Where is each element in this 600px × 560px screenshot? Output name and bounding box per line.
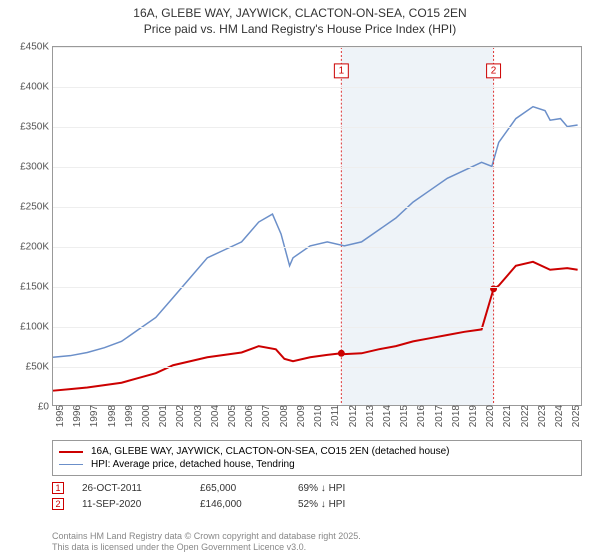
x-tick-label: 2011 (328, 405, 341, 427)
x-tick-label: 2007 (259, 405, 272, 427)
chart-title-block: 16A, GLEBE WAY, JAYWICK, CLACTON-ON-SEA,… (0, 0, 600, 39)
sale-price-2: £146,000 (200, 499, 280, 510)
sale-delta-2: 52% ↓ HPI (298, 499, 398, 510)
x-tick-label: 2018 (449, 405, 462, 427)
legend-box: 16A, GLEBE WAY, JAYWICK, CLACTON-ON-SEA,… (52, 440, 582, 476)
chart-svg: 12 (53, 47, 581, 405)
x-tick-label: 2021 (500, 405, 513, 427)
x-tick-label: 2008 (277, 405, 290, 427)
x-tick-label: 2002 (173, 405, 186, 427)
x-tick-label: 2003 (191, 405, 204, 427)
x-tick-label: 2016 (414, 405, 427, 427)
title-line-2: Price paid vs. HM Land Registry's House … (0, 22, 600, 38)
sale-row-2: 2 11-SEP-2020 £146,000 52% ↓ HPI (52, 496, 582, 512)
sale-date-2: 11-SEP-2020 (82, 499, 182, 510)
x-tick-label: 2023 (535, 405, 548, 427)
y-tick-label: £100K (20, 322, 53, 333)
x-tick-label: 1998 (105, 405, 118, 427)
sale-marker-1: 1 (52, 482, 64, 494)
y-tick-label: £0 (38, 402, 53, 413)
svg-text:1: 1 (339, 65, 345, 76)
svg-text:2: 2 (491, 65, 497, 76)
x-tick-label: 2017 (432, 405, 445, 427)
y-tick-label: £50K (26, 362, 53, 373)
x-tick-label: 2000 (139, 405, 152, 427)
x-tick-label: 2019 (466, 405, 479, 427)
y-tick-label: £450K (20, 42, 53, 53)
y-tick-label: £350K (20, 122, 53, 133)
x-tick-label: 2005 (225, 405, 238, 427)
y-tick-label: £250K (20, 202, 53, 213)
x-tick-label: 2020 (483, 405, 496, 427)
footer-line-2: This data is licensed under the Open Gov… (52, 542, 361, 554)
sale-row-1: 1 26-OCT-2011 £65,000 69% ↓ HPI (52, 480, 582, 496)
x-tick-label: 2025 (569, 405, 582, 427)
footer-line-1: Contains HM Land Registry data © Crown c… (52, 531, 361, 543)
sale-summary-block: 1 26-OCT-2011 £65,000 69% ↓ HPI 2 11-SEP… (52, 480, 582, 512)
y-tick-label: £300K (20, 162, 53, 173)
x-tick-label: 1995 (53, 405, 66, 427)
sale-price-1: £65,000 (200, 483, 280, 494)
sale-marker-2: 2 (52, 498, 64, 510)
x-tick-label: 2014 (380, 405, 393, 427)
legend-item-property: 16A, GLEBE WAY, JAYWICK, CLACTON-ON-SEA,… (59, 445, 575, 458)
chart-plot-area: 12 £0£50K£100K£150K£200K£250K£300K£350K£… (52, 46, 582, 406)
y-tick-label: £150K (20, 282, 53, 293)
legend-swatch-blue (59, 464, 83, 466)
x-tick-label: 2001 (156, 405, 169, 427)
x-tick-label: 2024 (552, 405, 565, 427)
x-tick-label: 2022 (518, 405, 531, 427)
legend-item-hpi: HPI: Average price, detached house, Tend… (59, 458, 575, 471)
legend-label-hpi: HPI: Average price, detached house, Tend… (91, 459, 295, 470)
footer-attribution: Contains HM Land Registry data © Crown c… (52, 531, 361, 554)
title-line-1: 16A, GLEBE WAY, JAYWICK, CLACTON-ON-SEA,… (0, 6, 600, 22)
x-tick-label: 1997 (87, 405, 100, 427)
x-tick-label: 2010 (311, 405, 324, 427)
legend-label-property: 16A, GLEBE WAY, JAYWICK, CLACTON-ON-SEA,… (91, 446, 449, 457)
x-tick-label: 2015 (397, 405, 410, 427)
x-tick-label: 2013 (363, 405, 376, 427)
y-tick-label: £200K (20, 242, 53, 253)
y-tick-label: £400K (20, 82, 53, 93)
sale-delta-1: 69% ↓ HPI (298, 483, 398, 494)
x-tick-label: 2012 (346, 405, 359, 427)
x-tick-label: 1996 (70, 405, 83, 427)
x-tick-label: 2004 (208, 405, 221, 427)
x-tick-label: 2006 (242, 405, 255, 427)
x-tick-label: 1999 (122, 405, 135, 427)
sale-date-1: 26-OCT-2011 (82, 483, 182, 494)
legend-swatch-red (59, 451, 83, 453)
x-tick-label: 2009 (294, 405, 307, 427)
